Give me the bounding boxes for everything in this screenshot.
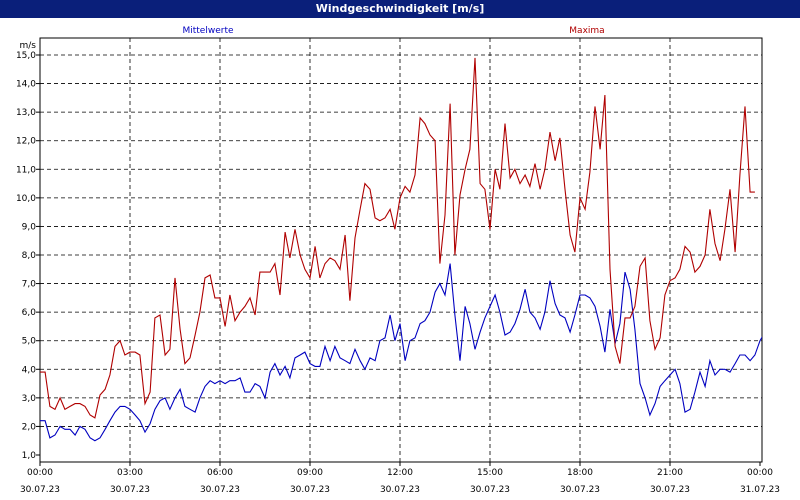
x-tick-time: 06:00 xyxy=(207,468,233,478)
x-tick-date: 30.07.23 xyxy=(200,485,240,495)
x-tick-date: 30.07.23 xyxy=(290,485,330,495)
x-tick-time: 18:00 xyxy=(567,468,593,478)
x-tick-date: 30.07.23 xyxy=(20,485,60,495)
y-tick-label: 1,0 xyxy=(22,451,37,461)
y-tick-label: 2,0 xyxy=(22,422,37,432)
x-tick-time: 21:00 xyxy=(657,468,683,478)
x-tick-date: 30.07.23 xyxy=(560,485,600,495)
x-tick-date: 30.07.23 xyxy=(470,485,510,495)
y-tick-label: 9,0 xyxy=(22,222,37,232)
series-line-maxima xyxy=(40,57,755,419)
y-tick-label: 11,0 xyxy=(16,165,36,175)
y-tick-label: 15,0 xyxy=(16,51,36,61)
x-tick-date: 31.07.23 xyxy=(740,485,780,495)
x-tick-time: 00:00 xyxy=(747,468,773,478)
series-line-mittelwerte xyxy=(40,263,762,442)
y-tick-label: 6,0 xyxy=(22,308,37,318)
y-tick-label: 7,0 xyxy=(22,280,37,290)
x-tick-date: 30.07.23 xyxy=(380,485,420,495)
x-tick-date: 30.07.23 xyxy=(110,485,150,495)
y-tick-label: 5,0 xyxy=(22,337,37,347)
legend-mittelwerte: Mittelwerte xyxy=(182,26,233,36)
y-tick-label: 4,0 xyxy=(22,365,37,375)
chart-title: Windgeschwindigkeit [m/s] xyxy=(0,0,800,18)
x-tick-time: 15:00 xyxy=(477,468,503,478)
y-tick-label: 14,0 xyxy=(16,80,36,90)
x-tick-time: 09:00 xyxy=(297,468,323,478)
x-tick-time: 03:00 xyxy=(117,468,143,478)
x-tick-time: 12:00 xyxy=(387,468,413,478)
y-axis-label: m/s xyxy=(20,41,37,51)
y-tick-label: 12,0 xyxy=(16,137,36,147)
x-tick-date: 30.07.23 xyxy=(650,485,690,495)
x-tick-time: 00:00 xyxy=(27,468,53,478)
y-tick-label: 8,0 xyxy=(22,251,37,261)
y-tick-label: 13,0 xyxy=(16,108,36,118)
legend-maxima: Maxima xyxy=(569,26,604,36)
y-tick-label: 10,0 xyxy=(16,194,36,204)
plot-area xyxy=(39,37,763,463)
y-tick-label: 3,0 xyxy=(22,394,37,404)
